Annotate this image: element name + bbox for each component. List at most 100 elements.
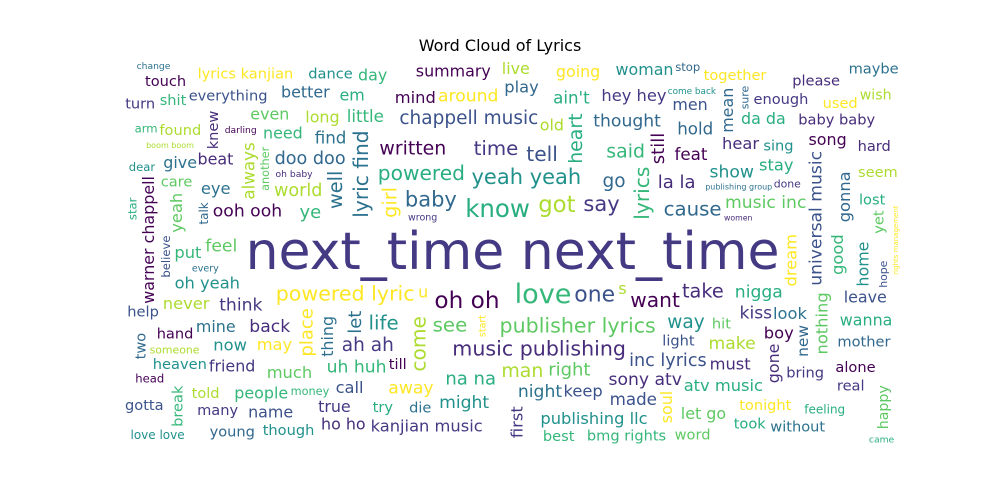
word-cloud-word: baby [405,188,457,212]
word-cloud-word: s [618,279,626,298]
word-cloud-word: na na [445,369,496,390]
word-cloud-word: lost [859,191,886,208]
word-cloud-word: feel [205,237,237,257]
word-cloud-word: long [305,108,339,127]
word-cloud-word: another [259,146,272,191]
word-cloud-word: give [163,153,197,172]
word-cloud-word: seem [858,164,898,181]
word-cloud-word: let [345,311,366,334]
word-cloud-word: mind [395,88,436,107]
word-cloud-word: arm [135,122,158,136]
word-cloud-word: boy [764,323,794,342]
word-cloud-word: put [174,243,201,262]
word-cloud-word: money [291,385,330,398]
word-cloud-word: dream [782,234,801,287]
word-cloud-word: going [556,62,600,81]
word-cloud-word: chappell music [399,108,538,129]
word-cloud-word: two [132,333,149,360]
word-cloud-word: gotta [125,397,164,414]
word-cloud-word: ain't [553,88,590,108]
word-cloud-word: know [465,194,530,223]
word-cloud-word: sing [763,138,793,155]
word-cloud-word: never [163,294,210,313]
word-cloud-word: women [724,213,753,222]
word-cloud-word: done [774,177,801,190]
word-cloud-word: true [318,397,351,416]
word-cloud-word: hit [712,315,731,332]
word-cloud-word: made [610,389,657,409]
word-cloud-word: though [263,422,315,439]
word-cloud-word: one [574,283,615,308]
word-cloud-word: warner chappell [139,176,158,304]
word-cloud-word: soul [657,391,676,424]
word-cloud-word: wrong [408,213,437,224]
word-cloud-word: came [869,435,895,445]
word-cloud-word: heaven [153,356,207,373]
word-cloud-word: believe [159,236,173,278]
word-cloud-word: world [274,181,322,201]
word-cloud-word: ye [300,202,322,223]
word-cloud-word: ho ho [321,415,366,434]
word-cloud-word: many [197,402,238,419]
word-cloud-word: come [406,316,430,372]
word-cloud-word: might [439,393,489,413]
word-cloud-word: em [340,86,365,105]
word-cloud-word: inc lyrics [629,351,707,371]
word-cloud-word: written [379,138,446,160]
word-cloud-word: summary [416,62,491,81]
word-cloud-word: people [234,383,288,402]
word-cloud-word: stay [759,155,794,174]
word-cloud-word: oh oh [434,287,499,314]
word-cloud-word: come back [668,87,717,97]
word-cloud-word: let go [681,404,726,423]
word-cloud-word: music publishing [452,336,626,360]
word-cloud-word: die [409,400,431,417]
word-cloud-word: time [474,137,519,160]
word-cloud-word: need [263,123,303,142]
word-cloud-word: till [389,356,407,373]
word-cloud-word: u [418,282,428,301]
word-cloud-word: see [433,314,468,337]
word-cloud-word: place [296,308,317,356]
word-cloud-word: thing [318,316,337,357]
word-cloud-word: kiss [740,304,773,324]
word-cloud-word: friend [209,357,255,376]
word-cloud-word: find [315,128,347,148]
word-cloud-word: girl [379,187,402,218]
word-cloud-word: sony atv [609,370,682,390]
word-cloud-word: look [773,304,807,323]
word-cloud-word: cause [664,197,722,220]
word-cloud-word: always [238,142,258,199]
word-cloud-word: man [501,360,543,382]
word-cloud-word: day [358,66,387,85]
word-cloud-word: took [734,416,767,433]
word-cloud-word: back [249,317,290,337]
word-cloud-word: little [347,106,384,126]
word-cloud-word: turn [125,96,155,113]
word-cloud-word: lyrics kanjian [198,65,294,82]
word-cloud-word: hand [157,326,194,343]
word-cloud-word: try [373,399,394,416]
word-cloud-word: found [159,122,201,139]
word-cloud-word: play [504,78,539,97]
word-cloud-word: young [210,424,255,441]
word-cloud-word: much [267,363,312,382]
word-cloud-word: da da [741,109,786,128]
word-cloud-word: heart [565,113,587,163]
word-cloud-word: men [672,95,707,114]
word-cloud-word: touch [145,73,186,90]
word-cloud-word: yeah [167,193,186,233]
word-cloud-word: care [161,174,193,191]
word-cloud-word: nothing [813,292,832,354]
word-cloud-word: stop [675,60,700,74]
word-cloud-word: still [648,133,669,164]
word-cloud-word: life [369,311,399,334]
word-cloud-word: feat [675,144,708,164]
word-cloud-word: publishing group [705,182,772,191]
word-cloud-word: oh yeah [175,273,240,292]
word-cloud-word: nigga [735,283,783,303]
word-cloud-word: love love [131,428,185,442]
word-cloud-word: leave [844,287,887,306]
